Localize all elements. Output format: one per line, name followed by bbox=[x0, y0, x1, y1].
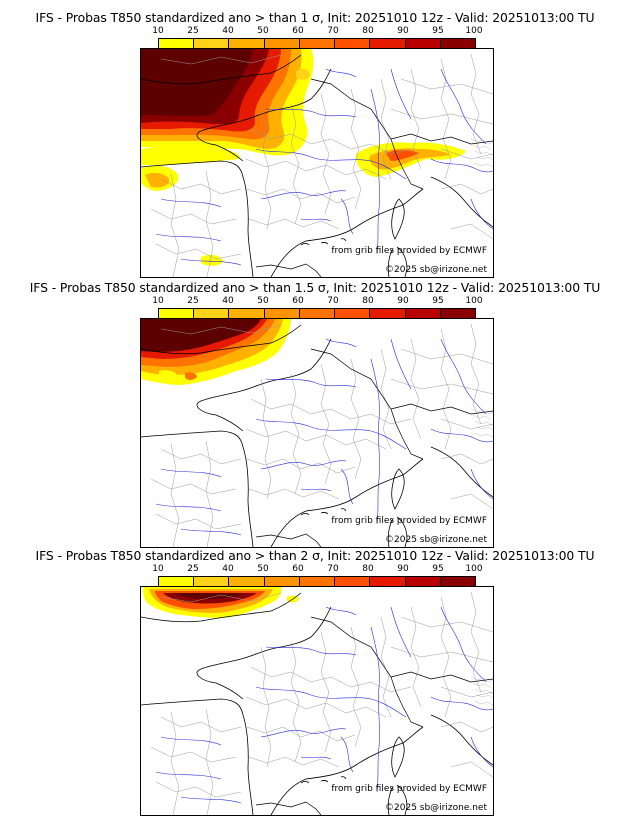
scale-label: 80 bbox=[362, 296, 374, 306]
scale-label: 70 bbox=[327, 296, 339, 306]
scale-label: 50 bbox=[257, 296, 269, 306]
scale-swatch bbox=[440, 39, 475, 48]
scale-label: 40 bbox=[222, 564, 234, 574]
scale-label: 10 bbox=[152, 26, 164, 36]
scale-swatch bbox=[264, 577, 300, 586]
scale-swatch bbox=[335, 309, 371, 318]
scale-label: 100 bbox=[465, 296, 483, 306]
scale-label: 10 bbox=[152, 296, 164, 306]
scale-swatch bbox=[370, 309, 406, 318]
probability-map bbox=[141, 49, 493, 277]
scale-swatch bbox=[194, 39, 230, 48]
probability-map bbox=[141, 319, 493, 547]
scale-swatch bbox=[229, 39, 265, 48]
scale-label: 95 bbox=[432, 296, 444, 306]
scale-swatch bbox=[194, 577, 230, 586]
scale-label: 40 bbox=[222, 296, 234, 306]
map-panel-1: IFS - Probas T850 standardized ano > tha… bbox=[0, 10, 630, 280]
scale-label: 60 bbox=[292, 296, 304, 306]
scale-labels: 10 25 40 50 60 70 80 90 95 100 bbox=[152, 26, 482, 37]
scale-swatch bbox=[229, 577, 265, 586]
scale-swatch bbox=[299, 309, 336, 318]
probability-field bbox=[141, 49, 466, 266]
scale-label: 90 bbox=[397, 564, 409, 574]
scale-swatch bbox=[335, 577, 371, 586]
panel-title: IFS - Probas T850 standardized ano > tha… bbox=[29, 280, 601, 295]
scale-label: 25 bbox=[187, 564, 199, 574]
scale-swatch bbox=[405, 39, 441, 48]
scale-swatch bbox=[264, 39, 300, 48]
scale-label: 25 bbox=[187, 26, 199, 36]
scale-label: 10 bbox=[152, 564, 164, 574]
credit-source: from grib files provided by ECMWF bbox=[331, 784, 487, 794]
scale-labels: 10 25 40 50 60 70 80 90 95 100 bbox=[152, 564, 482, 575]
map-frame: from grib files provided by ECMWF ©2025 … bbox=[140, 48, 494, 278]
scale-swatch bbox=[440, 309, 475, 318]
scale-label: 50 bbox=[257, 564, 269, 574]
credit-copyright: ©2025 sb@irizone.net bbox=[385, 535, 487, 545]
scale-label: 80 bbox=[362, 564, 374, 574]
scale-label: 95 bbox=[432, 26, 444, 36]
scale-swatch bbox=[159, 577, 195, 586]
credit-copyright: ©2025 sb@irizone.net bbox=[385, 265, 487, 275]
scale-swatch bbox=[299, 39, 336, 48]
scale-label: 70 bbox=[327, 26, 339, 36]
scale-label: 60 bbox=[292, 26, 304, 36]
map-panel-2: IFS - Probas T850 standardized ano > tha… bbox=[0, 280, 630, 550]
scale-label: 60 bbox=[292, 564, 304, 574]
scale-label: 90 bbox=[397, 296, 409, 306]
scale-labels: 10 25 40 50 60 70 80 90 95 100 bbox=[152, 296, 482, 307]
scale-label: 40 bbox=[222, 26, 234, 36]
scale-label: 70 bbox=[327, 564, 339, 574]
credit-source: from grib files provided by ECMWF bbox=[331, 516, 487, 526]
map-frame: from grib files provided by ECMWF ©2025 … bbox=[140, 586, 494, 816]
scale-swatch bbox=[159, 309, 195, 318]
scale-swatch bbox=[299, 577, 336, 586]
scale-swatch bbox=[335, 39, 371, 48]
scale-swatch bbox=[264, 309, 300, 318]
map-frame: from grib files provided by ECMWF ©2025 … bbox=[140, 318, 494, 548]
scale-label: 90 bbox=[397, 26, 409, 36]
scale-label: 25 bbox=[187, 296, 199, 306]
probability-field bbox=[143, 587, 299, 618]
credit-source: from grib files provided by ECMWF bbox=[331, 246, 487, 256]
scale-label: 100 bbox=[465, 564, 483, 574]
scale-swatch bbox=[370, 39, 406, 48]
scale-swatch bbox=[370, 577, 406, 586]
map-panel-3: IFS - Probas T850 standardized ano > tha… bbox=[0, 548, 630, 818]
scale-label: 95 bbox=[432, 564, 444, 574]
scale-swatch bbox=[440, 577, 475, 586]
probability-map bbox=[141, 587, 493, 815]
scale-swatch bbox=[229, 309, 265, 318]
probability-field bbox=[141, 319, 291, 385]
scale-swatch bbox=[194, 309, 230, 318]
scale-label: 80 bbox=[362, 26, 374, 36]
scale-label: 50 bbox=[257, 26, 269, 36]
scale-swatch bbox=[159, 39, 195, 48]
scale-swatch bbox=[405, 577, 441, 586]
scale-label: 100 bbox=[465, 26, 483, 36]
credit-copyright: ©2025 sb@irizone.net bbox=[385, 803, 487, 813]
panel-title: IFS - Probas T850 standardized ano > tha… bbox=[35, 548, 595, 563]
panel-title: IFS - Probas T850 standardized ano > tha… bbox=[35, 10, 595, 25]
scale-swatch bbox=[405, 309, 441, 318]
